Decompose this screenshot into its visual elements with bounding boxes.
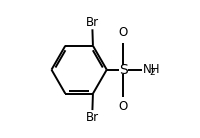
Text: 2: 2 <box>149 68 155 77</box>
Text: O: O <box>119 26 128 39</box>
Text: O: O <box>119 100 128 113</box>
Text: NH: NH <box>143 63 160 76</box>
Text: Br: Br <box>86 111 99 124</box>
Text: Br: Br <box>86 16 99 29</box>
Text: S: S <box>119 63 128 77</box>
